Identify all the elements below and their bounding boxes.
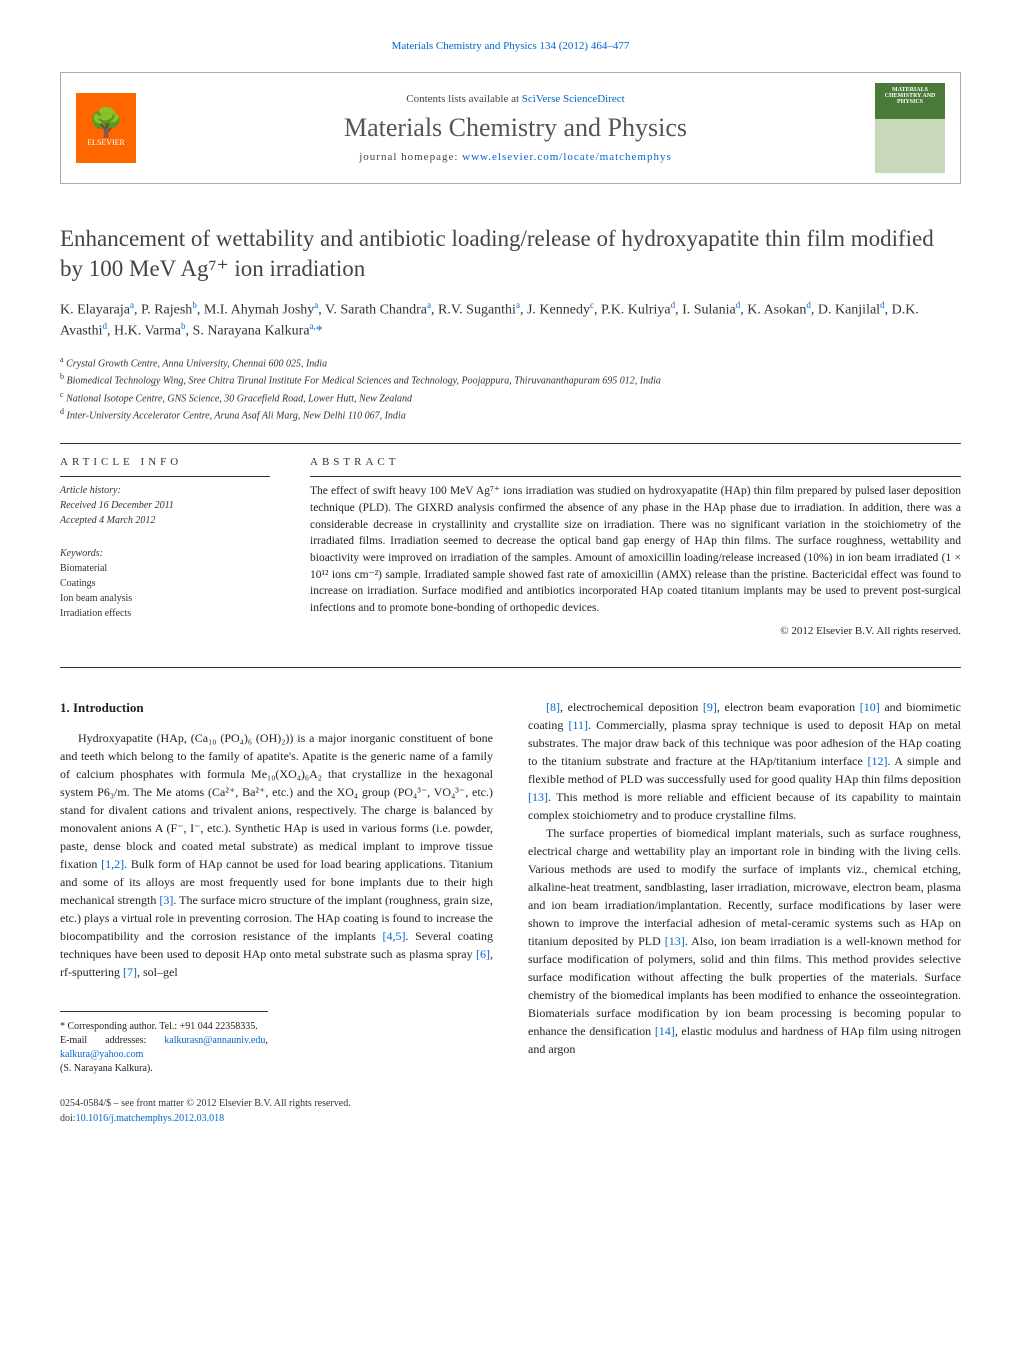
- article-title: Enhancement of wettability and antibioti…: [60, 224, 961, 284]
- contents-line: Contents lists available at SciVerse Sci…: [156, 93, 875, 105]
- abstract-copyright: © 2012 Elsevier B.V. All rights reserved…: [310, 625, 961, 637]
- affiliation-item: c National Isotope Centre, GNS Science, …: [60, 389, 961, 406]
- elsevier-tree-icon: 🌳: [89, 110, 124, 138]
- divider-bottom: [60, 667, 961, 668]
- abstract-label: ABSTRACT: [310, 456, 961, 468]
- ref-link[interactable]: [8]: [546, 700, 560, 714]
- journal-cover-thumbnail[interactable]: MATERIALS CHEMISTRY AND PHYSICS: [875, 83, 945, 173]
- journal-name: Materials Chemistry and Physics: [156, 113, 875, 143]
- info-divider: [60, 476, 270, 477]
- abstract-text: The effect of swift heavy 100 MeV Ag⁷⁺ i…: [310, 483, 961, 616]
- ref-link[interactable]: [4,5]: [383, 929, 406, 943]
- received-date: Received 16 December 2011: [60, 498, 270, 513]
- keyword-item: Ion beam analysis: [60, 591, 270, 606]
- body-columns: 1. Introduction Hydroxyapatite (HAp, (Ca…: [60, 698, 961, 1127]
- citation-link[interactable]: Materials Chemistry and Physics 134 (201…: [392, 40, 630, 52]
- footnotes: * Corresponding author. Tel.: +91 044 22…: [60, 1011, 268, 1076]
- doi-prefix: doi:: [60, 1113, 76, 1124]
- divider-top: [60, 443, 961, 444]
- elsevier-logo[interactable]: 🌳 ELSEVIER: [76, 93, 136, 163]
- homepage-link[interactable]: www.elsevier.com/locate/matchemphys: [462, 151, 672, 163]
- column-right: [8], electrochemical deposition [9], ele…: [528, 698, 961, 1127]
- abstract-block: ABSTRACT The effect of swift heavy 100 M…: [310, 456, 961, 636]
- abstract-divider: [310, 476, 961, 477]
- affiliation-item: b Biomedical Technology Wing, Sree Chitr…: [60, 371, 961, 388]
- homepage-prefix: journal homepage:: [359, 151, 462, 163]
- history-label: Article history:: [60, 483, 270, 498]
- email-label: E-mail addresses:: [60, 1035, 164, 1046]
- contents-prefix: Contents lists available at: [406, 93, 521, 105]
- ref-link[interactable]: [13]: [528, 790, 548, 804]
- authors-list: K. Elayarajaa, P. Rajeshb, M.I. Ahymah J…: [60, 299, 961, 342]
- intro-paragraph-2: [8], electrochemical deposition [9], ele…: [528, 698, 961, 824]
- keywords-label: Keywords:: [60, 546, 270, 561]
- email-line: E-mail addresses: kalkurasn@annauniv.edu…: [60, 1034, 268, 1062]
- email-link-2[interactable]: kalkura@yahoo.com: [60, 1049, 143, 1060]
- ref-link[interactable]: [9]: [703, 700, 717, 714]
- intro-paragraph-1: Hydroxyapatite (HAp, (Ca₁₀ (PO₄)₆ (OH)₂)…: [60, 729, 493, 981]
- keyword-item: Irradiation effects: [60, 606, 270, 621]
- front-matter-line: 0254-0584/$ – see front matter © 2012 El…: [60, 1096, 493, 1111]
- journal-header-box: 🌳 ELSEVIER Contents lists available at S…: [60, 72, 961, 184]
- column-left: 1. Introduction Hydroxyapatite (HAp, (Ca…: [60, 698, 493, 1127]
- affiliation-item: d Inter-University Accelerator Centre, A…: [60, 406, 961, 423]
- keyword-item: Coatings: [60, 576, 270, 591]
- ref-link[interactable]: [14]: [655, 1024, 675, 1038]
- doi-line: doi:10.1016/j.matchemphys.2012.03.018: [60, 1111, 493, 1126]
- keyword-item: Biomaterial: [60, 561, 270, 576]
- ref-link[interactable]: [1,2]: [101, 857, 124, 871]
- intro-paragraph-3: The surface properties of biomedical imp…: [528, 824, 961, 1058]
- ref-link[interactable]: [10]: [860, 700, 880, 714]
- header-center: Contents lists available at SciVerse Sci…: [156, 93, 875, 163]
- email-link-1[interactable]: kalkurasn@annauniv.edu: [164, 1035, 265, 1046]
- cover-title: MATERIALS CHEMISTRY AND PHYSICS: [879, 87, 941, 105]
- footnote-author-name: (S. Narayana Kalkura).: [60, 1062, 268, 1076]
- affiliation-item: a Crystal Growth Centre, Anna University…: [60, 354, 961, 371]
- article-info-block: ARTICLE INFO Article history: Received 1…: [60, 456, 270, 636]
- ref-link[interactable]: [3]: [159, 893, 173, 907]
- section-heading: 1. Introduction: [60, 698, 493, 718]
- ref-link[interactable]: [11]: [568, 718, 588, 732]
- journal-citation[interactable]: Materials Chemistry and Physics 134 (201…: [60, 40, 961, 52]
- doi-link[interactable]: 10.1016/j.matchemphys.2012.03.018: [76, 1113, 225, 1124]
- ref-link[interactable]: [12]: [867, 754, 887, 768]
- corresponding-author: * Corresponding author. Tel.: +91 044 22…: [60, 1020, 268, 1034]
- accepted-date: Accepted 4 March 2012: [60, 513, 270, 528]
- affiliations-list: a Crystal Growth Centre, Anna University…: [60, 354, 961, 423]
- ref-link[interactable]: [13]: [665, 934, 685, 948]
- keywords-block: Keywords: BiomaterialCoatingsIon beam an…: [60, 546, 270, 621]
- sciencedirect-link[interactable]: SciVerse ScienceDirect: [522, 93, 625, 105]
- article-info-label: ARTICLE INFO: [60, 456, 270, 468]
- ref-link[interactable]: [6]: [476, 947, 490, 961]
- homepage-line: journal homepage: www.elsevier.com/locat…: [156, 151, 875, 163]
- bottom-matter: 0254-0584/$ – see front matter © 2012 El…: [60, 1096, 493, 1126]
- elsevier-label: ELSEVIER: [87, 138, 125, 147]
- ref-link[interactable]: [7]: [123, 965, 137, 979]
- article-history: Article history: Received 16 December 20…: [60, 483, 270, 528]
